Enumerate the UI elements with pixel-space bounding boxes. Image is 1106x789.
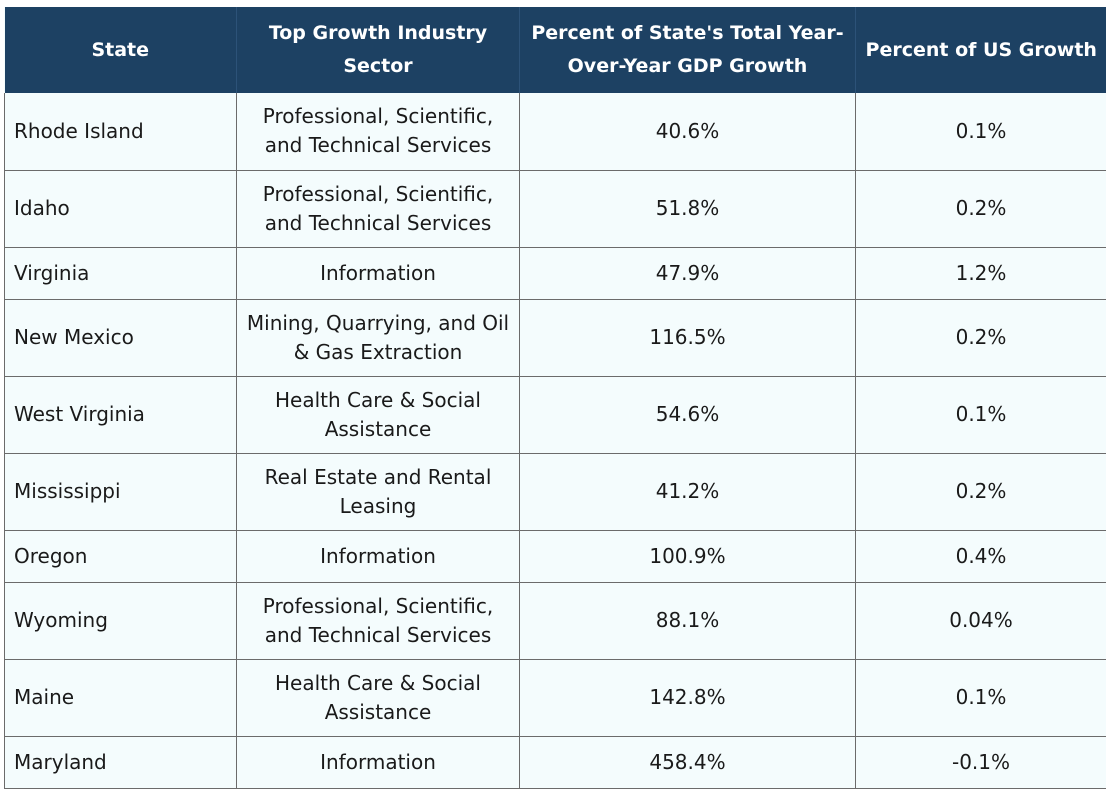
cell-state: Rhode Island <box>4 93 237 171</box>
cell-us-growth: 0.2% <box>855 452 1106 531</box>
cell-sector: Professional, Scientific, and Technical … <box>236 93 520 171</box>
header-state: State <box>4 7 237 93</box>
cell-state: Idaho <box>4 169 237 248</box>
table-row: West Virginia Health Care & Social Assis… <box>4 375 1106 454</box>
header-state-gdp-growth: Percent of State's Total Year-Over-Year … <box>519 7 856 93</box>
table-row: Idaho Professional, Scientific, and Tech… <box>4 169 1106 248</box>
cell-state: Wyoming <box>4 581 237 660</box>
cell-sector: Real Estate and Rental Leasing <box>236 452 520 531</box>
cell-sector: Mining, Quarrying, and Oil & Gas Extract… <box>236 298 520 377</box>
cell-state-growth: 54.6% <box>519 375 856 454</box>
table-body: Rhode Island Professional, Scientific, a… <box>4 93 1106 789</box>
cell-state-growth: 47.9% <box>519 246 856 300</box>
cell-state-growth: 51.8% <box>519 169 856 248</box>
cell-us-growth: -0.1% <box>855 735 1106 789</box>
cell-state: Maine <box>4 658 237 737</box>
cell-state-growth: 41.2% <box>519 452 856 531</box>
table-row: Oregon Information 100.9% 0.4% <box>4 529 1106 583</box>
cell-sector: Health Care & Social Assistance <box>236 658 520 737</box>
cell-state: Virginia <box>4 246 237 300</box>
cell-sector: Professional, Scientific, and Technical … <box>236 169 520 248</box>
table-row: Mississippi Real Estate and Rental Leasi… <box>4 452 1106 531</box>
cell-us-growth: 0.2% <box>855 169 1106 248</box>
cell-us-growth: 0.04% <box>855 581 1106 660</box>
cell-state: Oregon <box>4 529 237 583</box>
cell-state: Maryland <box>4 735 237 789</box>
cell-us-growth: 1.2% <box>855 246 1106 300</box>
header-us-growth: Percent of US Growth <box>855 7 1106 93</box>
cell-state: New Mexico <box>4 298 237 377</box>
gdp-growth-table-container: State Top Growth Industry Sector Percent… <box>4 7 1106 789</box>
cell-state-growth: 116.5% <box>519 298 856 377</box>
cell-state-growth: 142.8% <box>519 658 856 737</box>
header-top-growth-sector: Top Growth Industry Sector <box>236 7 520 93</box>
cell-sector: Information <box>236 246 520 300</box>
table-header: State Top Growth Industry Sector Percent… <box>4 7 1106 93</box>
cell-us-growth: 0.1% <box>855 93 1106 171</box>
cell-state-growth: 458.4% <box>519 735 856 789</box>
gdp-growth-table: State Top Growth Industry Sector Percent… <box>4 7 1106 789</box>
cell-state-growth: 40.6% <box>519 93 856 171</box>
cell-sector: Professional, Scientific, and Technical … <box>236 581 520 660</box>
cell-us-growth: 0.1% <box>855 658 1106 737</box>
cell-sector: Information <box>236 529 520 583</box>
cell-us-growth: 0.4% <box>855 529 1106 583</box>
cell-sector: Health Care & Social Assistance <box>236 375 520 454</box>
cell-state: West Virginia <box>4 375 237 454</box>
table-row: Maine Health Care & Social Assistance 14… <box>4 658 1106 737</box>
table-row: Maryland Information 458.4% -0.1% <box>4 735 1106 789</box>
table-row: Rhode Island Professional, Scientific, a… <box>4 93 1106 171</box>
cell-state-growth: 88.1% <box>519 581 856 660</box>
cell-us-growth: 0.2% <box>855 298 1106 377</box>
table-row: Wyoming Professional, Scientific, and Te… <box>4 581 1106 660</box>
cell-us-growth: 0.1% <box>855 375 1106 454</box>
cell-state-growth: 100.9% <box>519 529 856 583</box>
table-row: Virginia Information 47.9% 1.2% <box>4 246 1106 300</box>
header-row: State Top Growth Industry Sector Percent… <box>4 7 1106 93</box>
cell-state: Mississippi <box>4 452 237 531</box>
cell-sector: Information <box>236 735 520 789</box>
table-row: New Mexico Mining, Quarrying, and Oil & … <box>4 298 1106 377</box>
